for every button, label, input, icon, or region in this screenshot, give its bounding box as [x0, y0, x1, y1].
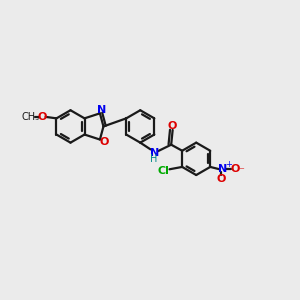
Text: O: O — [37, 112, 46, 122]
Text: H: H — [150, 154, 157, 164]
Text: N: N — [97, 104, 106, 115]
Text: ⁻: ⁻ — [238, 166, 244, 176]
Text: Cl: Cl — [158, 166, 170, 176]
Text: +: + — [225, 160, 232, 169]
Text: O: O — [100, 137, 109, 148]
Text: N: N — [150, 148, 160, 158]
Text: N: N — [218, 164, 227, 174]
Text: O: O — [230, 164, 240, 174]
Text: CH₃: CH₃ — [22, 112, 40, 122]
Text: O: O — [216, 174, 226, 184]
Text: O: O — [168, 121, 177, 130]
